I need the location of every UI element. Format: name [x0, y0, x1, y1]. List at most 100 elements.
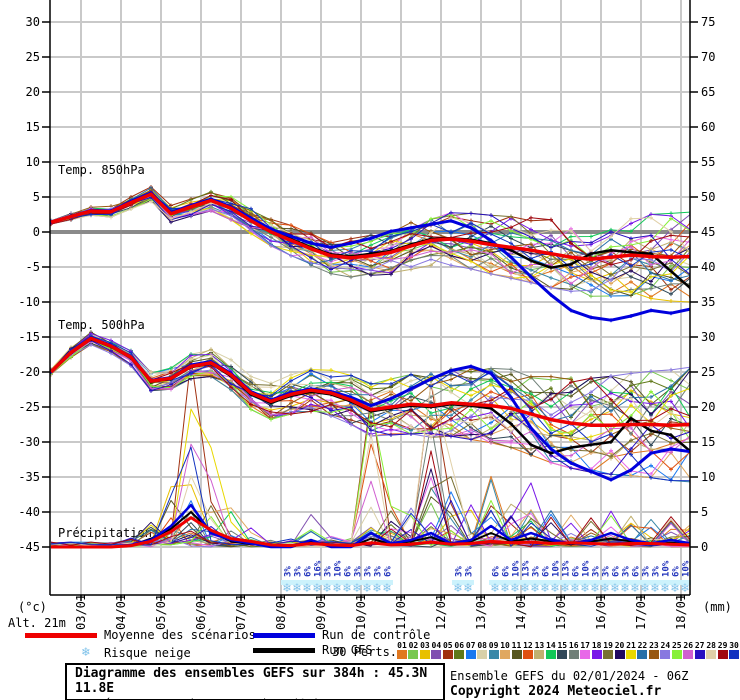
snowflake-icon: ❄	[640, 581, 649, 596]
svg-text:15/01: 15/01	[554, 594, 568, 630]
snow-risk-percent: 3%	[324, 566, 334, 577]
pert-number: 08	[477, 641, 487, 650]
snow-risk-percent: 3%	[354, 566, 364, 577]
snow-risk-percent: 6%	[304, 566, 314, 577]
snow-risk-percent: 3%	[374, 566, 384, 577]
pert-color-chip	[626, 650, 636, 659]
svg-text:20: 20	[26, 85, 40, 99]
left-axis-unit: (°c)	[18, 600, 47, 614]
svg-text:65: 65	[701, 85, 715, 99]
copyright: Copyright 2024 Meteociel.fr	[450, 684, 662, 699]
svg-text:13/01: 13/01	[474, 594, 488, 630]
snow-risk-percent: 6%	[672, 566, 682, 577]
pert-color-chip	[534, 650, 545, 659]
svg-text:0: 0	[701, 540, 708, 554]
pert-number: 22	[637, 641, 648, 650]
pert-number: 04	[431, 641, 442, 650]
pert-number: 23	[649, 641, 659, 650]
snowflake-icon: ❄	[302, 581, 311, 596]
pert-color-chip	[671, 650, 682, 659]
svg-text:-5: -5	[26, 260, 40, 274]
snowflake-icon: ❄	[680, 581, 689, 596]
svg-text:07/01: 07/01	[234, 594, 248, 630]
svg-text:04/01: 04/01	[114, 594, 128, 630]
pert-number: 10	[500, 641, 510, 650]
pert-number: 20	[614, 641, 625, 650]
snow-risk-percent: 10%	[662, 560, 672, 577]
pert-color-chip	[717, 650, 728, 659]
snow-risk-percent: 10%	[512, 560, 522, 577]
legend-control-label: Run de contrôle	[322, 628, 431, 642]
svg-text:Temp. 850hPa: Temp. 850hPa	[58, 163, 145, 177]
pert-number: 05	[442, 641, 453, 650]
pert-color-chip	[694, 650, 705, 659]
pert-color-chip	[683, 650, 694, 659]
control-line-swatch	[253, 633, 315, 638]
snowflake-icon: ❄	[580, 581, 589, 596]
svg-text:15: 15	[701, 435, 715, 449]
pert-number: 13	[534, 641, 545, 650]
svg-text:14/01: 14/01	[514, 594, 528, 630]
pert-color-chip	[660, 650, 671, 659]
snow-risk-percent: 3%	[652, 566, 662, 577]
snowflake-icon: ❄	[660, 581, 669, 596]
svg-text:-10: -10	[18, 295, 40, 309]
svg-text:11/01: 11/01	[394, 594, 408, 630]
snowflake-icon: ❄	[292, 581, 301, 596]
snowflake-icon: ❄	[362, 581, 371, 596]
snowflake-icon: ❄	[463, 581, 472, 596]
pert-number: 25	[671, 641, 682, 650]
pert-number: 14	[546, 641, 556, 650]
svg-text:03/01: 03/01	[74, 594, 88, 630]
pert-color-chip	[591, 650, 602, 659]
svg-text:-25: -25	[18, 400, 40, 414]
svg-text:0: 0	[33, 225, 40, 239]
pert-color-chip	[557, 650, 568, 659]
svg-text:30: 30	[701, 330, 715, 344]
snowflake-icon: ❄	[590, 581, 599, 596]
pert-number: 12	[523, 641, 533, 650]
snow-risk-percent: 10%	[582, 560, 592, 577]
svg-text:16/01: 16/01	[594, 594, 608, 630]
svg-text:5: 5	[33, 190, 40, 204]
altitude-label: Alt. 21m	[8, 616, 66, 630]
snow-risk-percent: 6%	[632, 566, 642, 577]
svg-text:70: 70	[701, 50, 715, 64]
snow-risk-percent: 3%	[532, 566, 542, 577]
snow-risk-percent: 3%	[455, 566, 465, 577]
svg-text:55: 55	[701, 155, 715, 169]
snowflake-icon: ❄	[530, 581, 539, 596]
snowflake-icon: ❄	[620, 581, 629, 596]
snow-risk-percent: 10%	[552, 560, 562, 577]
svg-text:5: 5	[701, 505, 708, 519]
snowflake-icon: ❄	[453, 581, 462, 596]
snowflake-icon: ❄	[610, 581, 619, 596]
pert-number: 18	[591, 641, 602, 650]
snow-risk-percent: 3%	[465, 566, 475, 577]
pert-color-chip	[442, 650, 453, 659]
pert-number: 16	[568, 641, 579, 650]
pert-color-chip	[488, 650, 499, 659]
pert-color-chip	[648, 650, 659, 659]
pert-number: 26	[683, 641, 694, 650]
svg-text:10/01: 10/01	[354, 594, 368, 630]
svg-text:17/01: 17/01	[634, 594, 648, 630]
snowflake-icon: ❄	[490, 581, 499, 596]
snowflake-icon: ❄	[322, 581, 331, 596]
snowflake-icon: ❄	[82, 645, 90, 660]
svg-text:Temp. 500hPa: Temp. 500hPa	[58, 318, 145, 332]
legend-gfs-label: Run GFS	[322, 643, 373, 657]
ensemble-chart: 302520151050-5-10-15-20-25-30-35-40-4575…	[18, 0, 715, 630]
snowflake-icon: ❄	[540, 581, 549, 596]
svg-text:-20: -20	[18, 365, 40, 379]
svg-text:10: 10	[701, 470, 715, 484]
diagram-title: Diagramme des ensembles GEFS sur 384h : …	[75, 666, 428, 696]
legend-mean-label: Moyenne des scénarios	[104, 628, 256, 642]
pert-number: 29	[717, 641, 728, 650]
svg-text:45: 45	[701, 225, 715, 239]
diagram-subtitle: Températures 850hPa et 500hPa (°C) , pré…	[75, 697, 443, 700]
pert-color-chip	[419, 650, 430, 659]
pert-number: 06	[454, 641, 465, 650]
svg-text:40: 40	[701, 260, 715, 274]
pert-color-chip	[580, 650, 591, 659]
